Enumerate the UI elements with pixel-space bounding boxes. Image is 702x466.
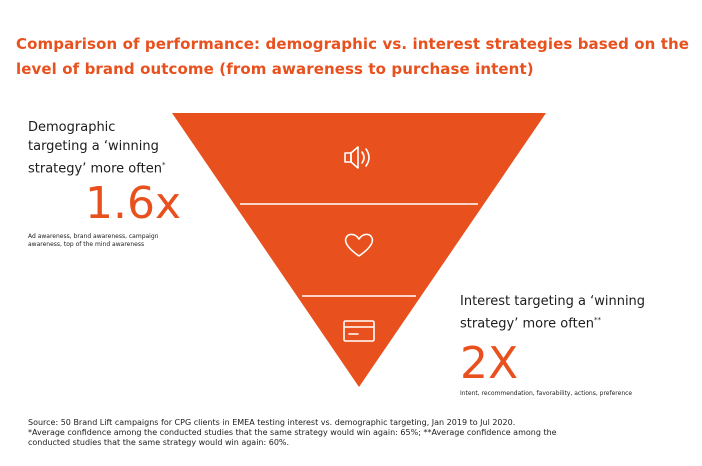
- interest-multiplier: 2X: [460, 338, 519, 389]
- interest-heading: Interest targeting a ‘winning strategy’ …: [460, 292, 660, 333]
- heart-icon: [344, 233, 374, 257]
- interest-footnote-marker: **: [593, 316, 601, 324]
- demographic-heading-line-3: strategy’ more often*: [28, 161, 166, 177]
- demographic-footnote-marker: *: [161, 161, 166, 169]
- credit-card-icon: [343, 320, 375, 342]
- demographic-callout: Demographic targeting a ‘winning strateg…: [28, 118, 188, 178]
- demographic-heading-line-1: Demographic: [28, 120, 116, 135]
- interest-heading-line-1: Interest targeting a ‘winning: [460, 294, 646, 309]
- funnel-shape: [172, 113, 546, 387]
- demographic-multiplier: 1.6x: [85, 178, 182, 229]
- interest-note: Intent, recommendation, favorability, ac…: [460, 390, 633, 397]
- interest-heading-line-2: strategy’ more often**: [460, 316, 601, 332]
- demographic-heading-line-2: targeting a ‘winning: [28, 139, 159, 154]
- source-line: Source: 50 Brand Lift campaigns for CPG …: [28, 418, 516, 427]
- page-title: Comparison of performance: demographic v…: [16, 35, 690, 78]
- source-footer: Source: 50 Brand Lift campaigns for CPG …: [28, 418, 688, 448]
- speaker-icon: [344, 146, 370, 169]
- demographic-note: Ad awareness, brand awareness, campaign …: [28, 233, 159, 248]
- demographic-heading: Demographic targeting a ‘winning strateg…: [28, 118, 188, 178]
- footnote-line-1: *Average confidence among the conducted …: [28, 428, 557, 437]
- footnote-line-2: conducted studies that the same strategy…: [28, 438, 290, 447]
